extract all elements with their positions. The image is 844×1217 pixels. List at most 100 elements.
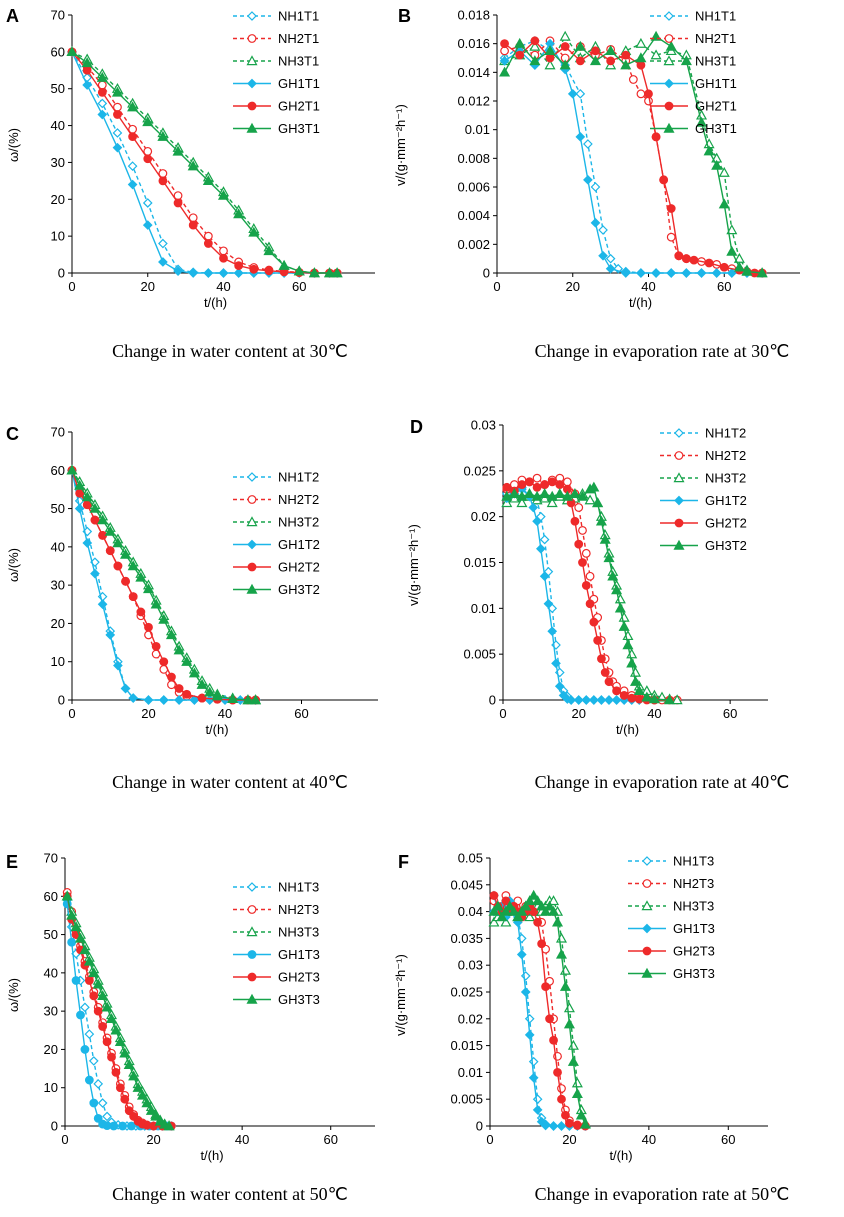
panel-b-data-point-nh3t1 [726,224,738,235]
panel-d-letter: D [410,417,423,437]
panel-b-y-tick-label: 0 [483,266,490,281]
panel-a-data-point-gh3t1 [308,267,320,278]
panel-a-data-point-gh2t1 [219,253,228,263]
panel-e-data-point-gh1t3 [93,1113,103,1123]
panel-d-data-point-gh3t2 [501,490,513,501]
panel-d-legend-marker [674,495,684,506]
panel-c-data-point-gh2t2 [113,561,123,571]
panel-f-y-tick-label: 0.025 [450,985,483,1000]
panel-d-data-point-gh2t2 [547,477,557,487]
panel-a-x-tick-label: 0 [68,279,75,294]
panel-d-data-point-gh3t2 [588,481,600,492]
panel-b-data-point-gh3t1 [665,40,677,51]
panel-d-data-point-gh1t2 [604,695,614,705]
panel-a-legend-marker [246,122,258,133]
panel-e-data-point-gh2t3 [98,1022,108,1031]
panel-b-data-point-nh1t1 [583,139,593,149]
panel-f-data-point-gh1t3 [540,1120,551,1131]
panel-b-data-point-gh3t1 [741,265,753,276]
panel-d-x-axis-label: t/(h) [616,722,639,737]
panel-a-data-point-gh2t1 [188,220,198,230]
panel-c-data-point-gh3t2 [250,694,262,705]
panel-f-data-point-gh3t3 [575,1109,587,1120]
panel-b-y-tick-label: 0.014 [457,65,490,80]
panel-a-y-axis-label: ω/(%) [6,128,21,162]
panel-d-data-point-gh3t2 [546,490,558,501]
panel-a-legend-label: GH2T1 [278,99,320,114]
panel-f-data-point-nh3t3 [559,964,571,975]
panel-e-data-point-gh2t3 [107,1052,116,1062]
panel-c-data-point-gh1t2 [174,695,184,705]
panel-f-data-point-nh3t3 [548,895,560,906]
panel-b-data-point-gh2t1 [545,53,555,63]
panel-c-data-point-gh2t2 [144,622,153,632]
panel-d-data-point-nh3t2 [671,694,683,705]
panel-e-data-point-gh3t3 [70,921,82,932]
panel-f-data-point-gh3t3 [516,905,528,916]
panel-e-data-point-gh2t3 [102,1037,112,1047]
panel-c-series-gh3t2 [66,464,262,705]
panel-f-x-tick-label: 20 [562,1132,576,1147]
panel-f-data-point-gh3t3 [559,980,571,991]
panel-d-data-point-nh2t2 [574,503,584,512]
panel-a-x-tick-label: 40 [216,279,230,294]
panel-f-legend-label: NH1T3 [673,854,714,869]
panel-d-data-point-gh2t2 [555,480,565,489]
panel-c-y-tick-label: 50 [51,501,65,516]
panel-d-data-point-gh1t2 [528,502,539,513]
panel-d-data-point-nh2t2 [562,477,572,487]
panel-d-series-gh2t2 [502,477,674,705]
panel-a-legend-marker [247,101,257,111]
panel-a-y-tick-label: 20 [51,192,65,207]
panel-c-data-point-gh3t2 [196,678,208,689]
panel-b-y-axis-label: v/(g·mm⁻²h⁻¹) [393,104,408,186]
panel-f-data-point-gh2t3 [549,1035,558,1045]
panel-e-caption: Change in water content at 50℃ [112,1184,348,1204]
panel-e-x-tick-label: 40 [235,1132,249,1147]
panel-c-data-point-gh3t2 [112,537,124,548]
panel-f-data-point-gh3t3 [524,895,536,906]
panel-d-data-point-gh2t2 [634,694,644,704]
panel-c-legend: NH1T2 NH2T2 NH3T2 GH1T2 GH2T2 GH3T2 [233,470,320,597]
panel-c-legend-marker [247,539,257,550]
panel-e-data-point-gh3t3 [128,1070,140,1081]
panel-d-data-point-gh2t2 [627,693,637,703]
panel-b-legend-label: GH3T1 [695,121,737,136]
panel-c-data-point-gh2t2 [128,592,138,602]
panel-f-data-point-nh1t3 [528,1056,539,1067]
panel-d-y-tick-label: 0.01 [471,601,496,616]
panel-b-data-point-gh2t1 [560,42,570,51]
panel-b-data-point-gh2t1 [591,46,600,56]
panel-a-data-point-gh3t1 [127,101,139,112]
panel-c-data-point-gh2t2 [105,546,115,556]
panel-c-data-point-gh3t2 [181,655,193,666]
panel-e-data-point-gh1t3 [89,1098,99,1108]
panel-a-legend-label: NH3T1 [278,54,319,69]
panel-b-data-point-gh1t1 [590,217,601,228]
panel-d-data-point-gh2t2 [502,482,512,492]
panel-c-data-point-gh1t2 [128,693,139,703]
panel-e-data-point-gh2t3 [120,1094,130,1104]
panel-f-data-point-nh1t3 [520,971,531,981]
panel-b-y-tick-label: 0.004 [457,208,490,223]
panel-f-data-point-gh2t3 [489,891,499,900]
panel-e-data-point-nh1t3 [93,1079,104,1089]
panel-a-data-point-gh1t1 [218,268,229,278]
panel-f-data-point-gh2t3 [545,1014,554,1024]
panel-d-data-point-gh2t2 [540,480,550,489]
panel-f-data-point-nh3t3 [563,1002,575,1013]
panel-e-data-point-nh1t3 [80,1002,90,1013]
panel-f-legend-label: NH3T3 [673,899,714,914]
panel-b-y-tick-label: 0.002 [457,237,490,252]
panel-a-data-point-nh1t1 [158,238,168,249]
panel-d-series-nh2t2 [502,473,682,705]
panel-d-data-point-gh1t2 [547,626,558,637]
panel-f-y-tick-label: 0.05 [458,851,483,866]
panel-a-data-point-gh1t1 [233,268,244,278]
panel-e-y-tick-label: 10 [44,1080,58,1095]
panel-f-data-point-gh2t3 [565,1118,574,1128]
panel-f-legend-marker [642,946,652,956]
panel-e-data-point-gh2t3 [149,1121,158,1131]
panel-b-y-tick-label: 0.008 [457,151,490,166]
panel-f-data-point-gh2t3 [561,1110,570,1120]
